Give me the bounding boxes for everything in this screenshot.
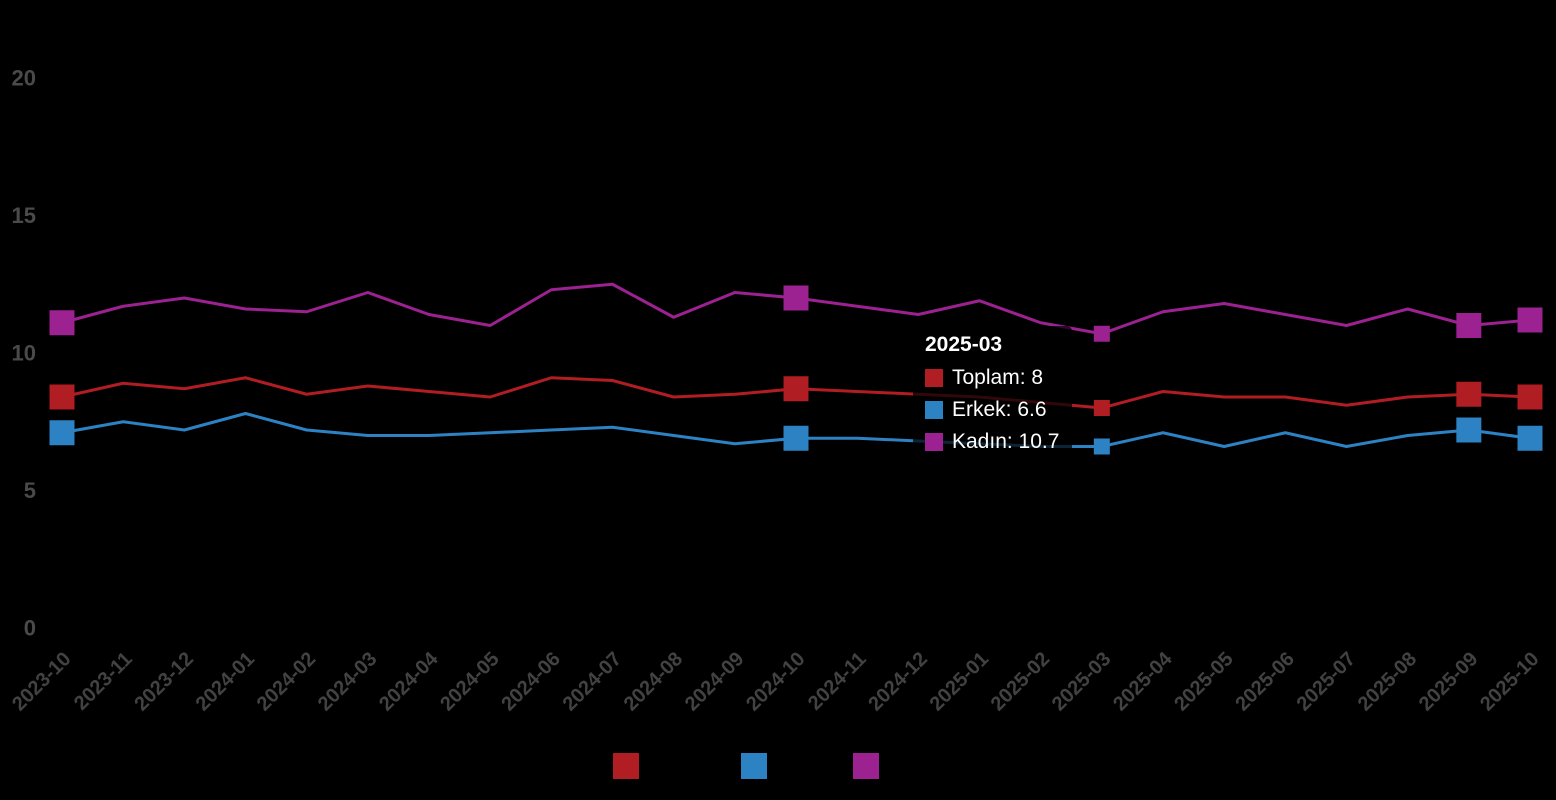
tooltip-row-kadın: Kadın: 10.7 — [925, 430, 1059, 454]
tooltip-row-text: Erkek: 6.6 — [952, 398, 1047, 421]
x-axis-label: 2024-06 — [497, 648, 564, 715]
hover-marker-erkek[interactable] — [1093, 438, 1110, 455]
x-axis-label: 2024-05 — [436, 648, 503, 715]
marker-toplam-2025-10[interactable] — [1517, 384, 1543, 410]
marker-toplam-2024-10[interactable] — [783, 376, 809, 402]
legend-swatch-icon — [740, 753, 767, 779]
x-axis-label: 2025-06 — [1231, 648, 1298, 715]
marker-kadın-2023-10[interactable] — [49, 310, 75, 336]
tooltip-row-text: Toplam: 8 — [952, 366, 1044, 389]
x-axis-label: 2025-01 — [926, 648, 993, 715]
x-axis-label: 2024-12 — [864, 648, 931, 715]
tooltip-title: 2025-03 — [925, 333, 1003, 356]
legend-label: Toplam — [647, 754, 717, 777]
chart-legend: Toplam Erkek Kadın — [0, 753, 1556, 779]
legend-item-kadın[interactable]: Kadın — [853, 753, 943, 779]
x-axis-label: 2025-03 — [1048, 648, 1115, 715]
hover-marker-kadın[interactable] — [1093, 325, 1110, 342]
x-axis-label: 2023-12 — [130, 648, 197, 715]
x-axis-label: 2024-01 — [192, 648, 259, 715]
legend-label: Kadın — [887, 754, 943, 777]
marker-toplam-2025-09[interactable] — [1456, 381, 1482, 407]
x-axis-label: 2024-09 — [681, 648, 748, 715]
legend-item-toplam[interactable]: Toplam — [613, 753, 717, 779]
x-axis-label: 2025-05 — [1170, 648, 1237, 715]
x-axis-label: 2025-09 — [1415, 648, 1482, 715]
tooltip-swatch-icon — [925, 369, 943, 387]
tooltip-row-erkek: Erkek: 6.6 — [925, 398, 1059, 422]
x-axis-label: 2025-02 — [987, 648, 1054, 715]
x-axis-label: 2025-04 — [1109, 647, 1177, 715]
tooltip-swatch-icon — [925, 401, 943, 419]
x-axis-label: 2024-03 — [314, 648, 381, 715]
x-axis-label: 2024-04 — [375, 647, 443, 715]
x-axis-label: 2025-10 — [1476, 648, 1543, 715]
legend-item-erkek[interactable]: Erkek — [740, 753, 830, 779]
legend-swatch-icon — [853, 753, 880, 779]
marker-kadın-2025-09[interactable] — [1456, 313, 1482, 338]
x-axis-label: 2024-07 — [559, 648, 626, 715]
marker-erkek-2025-09[interactable] — [1456, 417, 1482, 443]
tooltip-swatch-icon — [925, 433, 943, 451]
legend-label: Erkek — [774, 754, 830, 777]
legend-swatch-icon — [613, 753, 640, 779]
chart-tooltip: 2025-03 Toplam: 8 Erkek: 6.6 Kadın: 10.7 — [913, 326, 1073, 466]
x-axis-label: 2024-08 — [620, 648, 687, 715]
marker-kadın-2024-10[interactable] — [783, 285, 809, 311]
marker-erkek-2024-10[interactable] — [783, 425, 809, 451]
tooltip-rows: Toplam: 8 Erkek: 6.6 Kadın: 10.7 — [925, 366, 1059, 454]
x-axis-label: 2025-08 — [1354, 648, 1421, 715]
x-axis-label: 2024-02 — [253, 648, 320, 715]
marker-erkek-2025-10[interactable] — [1517, 425, 1543, 451]
marker-toplam-2023-10[interactable] — [49, 384, 75, 410]
y-axis-label: 20 — [12, 66, 36, 91]
x-axis-label: 2024-10 — [742, 648, 809, 715]
y-axis-label: 10 — [12, 341, 36, 366]
marker-kadın-2025-10[interactable] — [1517, 307, 1543, 333]
hover-marker-toplam[interactable] — [1093, 400, 1110, 416]
y-axis-label: 5 — [24, 478, 36, 503]
x-axis-label: 2023-10 — [8, 648, 75, 715]
tooltip-row-toplam: Toplam: 8 — [925, 366, 1059, 390]
y-axis-label: 15 — [12, 203, 36, 228]
tooltip-row-text: Kadın: 10.7 — [952, 430, 1060, 453]
x-axis-label: 2025-07 — [1293, 648, 1360, 715]
x-axis-label: 2024-11 — [804, 648, 871, 715]
x-axis-label: 2023-11 — [70, 648, 137, 715]
marker-erkek-2023-10[interactable] — [49, 420, 75, 446]
y-axis-label: 0 — [24, 616, 36, 641]
